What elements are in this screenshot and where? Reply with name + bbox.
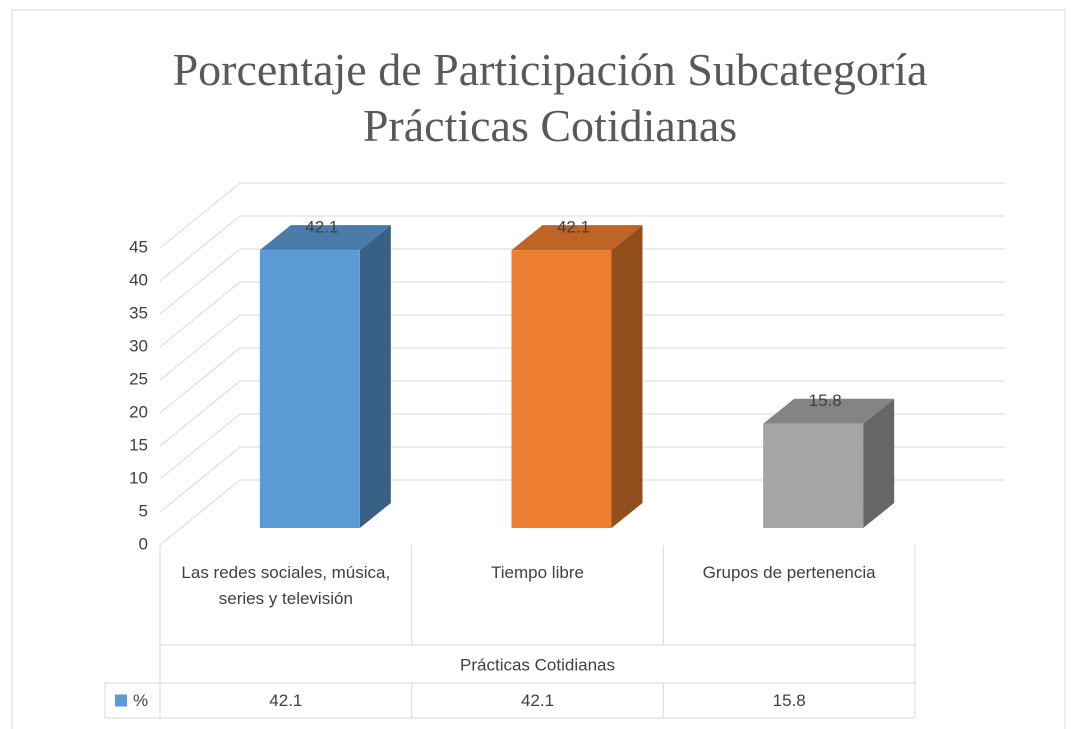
grid-line (159, 479, 241, 546)
y-tick-label: 20 (129, 402, 148, 421)
bar-side (863, 398, 895, 528)
table-value: 42.1 (269, 691, 302, 710)
group-label: Prácticas Cotidianas (460, 655, 615, 674)
table-value: 15.8 (773, 691, 806, 710)
bar (511, 250, 612, 528)
grid-line (159, 446, 241, 513)
chart-title: Porcentaje de Participación Subcategoría… (172, 44, 928, 151)
bar-top (511, 225, 643, 251)
data-label: 42.1 (305, 218, 338, 237)
y-tick-label: 5 (139, 501, 148, 520)
grid-line (159, 314, 241, 381)
grid-line (159, 248, 241, 315)
table-value: 42.1 (521, 691, 554, 710)
y-tick-label: 10 (129, 468, 148, 487)
y-tick-label: 40 (129, 270, 148, 289)
bar (259, 250, 360, 528)
legend-key (115, 694, 127, 707)
x-tick-label: Tiempo libre (491, 563, 584, 582)
x-tick-label: Grupos de pertenencia (702, 563, 876, 582)
y-tick-label: 35 (129, 303, 148, 322)
bar-top (763, 398, 895, 424)
data-label: 42.1 (557, 218, 590, 237)
data-label: 15.8 (809, 391, 842, 410)
y-tick-label: 30 (129, 336, 148, 355)
legend-label: % (133, 691, 148, 710)
bar (763, 423, 864, 528)
x-tick-label: Las redes sociales, música, series y tel… (181, 563, 391, 608)
y-tick-label: 25 (129, 369, 148, 388)
chart-border (11, 9, 1066, 729)
bar-top (259, 225, 391, 251)
y-tick-label: 0 (139, 534, 148, 553)
bar-side (359, 225, 391, 528)
grid-line (159, 347, 241, 414)
grid-line (159, 281, 241, 348)
grid-line (159, 380, 241, 447)
bar-side (611, 225, 643, 528)
grid-line (159, 182, 241, 249)
grid-line (159, 215, 241, 282)
y-tick-label: 45 (129, 237, 148, 256)
grid-line (159, 413, 241, 480)
y-tick-label: 15 (129, 435, 148, 454)
